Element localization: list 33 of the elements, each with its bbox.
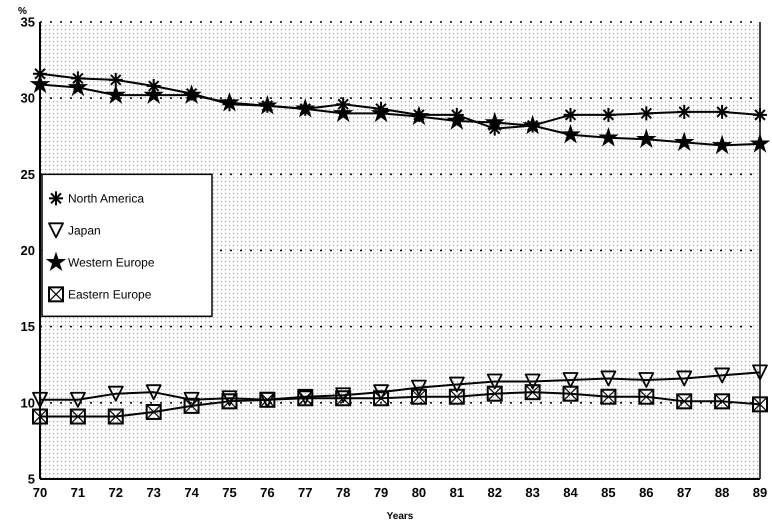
x-tick-label: 85 (601, 485, 616, 500)
legend-label: Western Europe (68, 256, 155, 270)
x-tick-label: 74 (184, 485, 200, 500)
x-tick-label: 77 (298, 485, 312, 500)
legend-label: North America (68, 192, 144, 206)
y-tick-label: 25 (20, 166, 35, 182)
x-tick-label: 86 (639, 485, 654, 500)
x-tick-label: 73 (146, 485, 161, 500)
y-tick-label: 35 (20, 14, 35, 30)
x-tick-label: 79 (374, 485, 388, 500)
y-tick-label: 20 (20, 243, 35, 258)
x-tick-label: 71 (70, 485, 86, 500)
x-tick-label: 83 (525, 485, 540, 500)
y-tick-label: 15 (20, 319, 35, 334)
y-tick-label: 10 (20, 395, 35, 410)
x-tick-label: 76 (260, 485, 275, 500)
x-tick-label: 75 (222, 485, 237, 500)
x-tick-label: 84 (563, 485, 579, 500)
legend-label: Eastern Europe (68, 288, 152, 302)
y-tick-label: 30 (20, 90, 35, 106)
x-tick-label: 89 (752, 485, 768, 500)
x-tick-label: 88 (714, 485, 730, 500)
x-tick-label: 72 (108, 485, 124, 500)
x-tick-label: 80 (412, 485, 426, 500)
x-tick-label: 70 (32, 485, 48, 500)
x-tick-label: 78 (336, 485, 350, 500)
legend-label: Japan (68, 224, 101, 238)
x-tick-label: 82 (488, 485, 502, 500)
y-axis-title: % (18, 6, 27, 17)
x-axis-title: Years (386, 511, 414, 522)
y-tick-label: 5 (28, 472, 35, 487)
x-tick-label: 81 (450, 485, 464, 500)
x-tick-label: 87 (676, 485, 692, 500)
